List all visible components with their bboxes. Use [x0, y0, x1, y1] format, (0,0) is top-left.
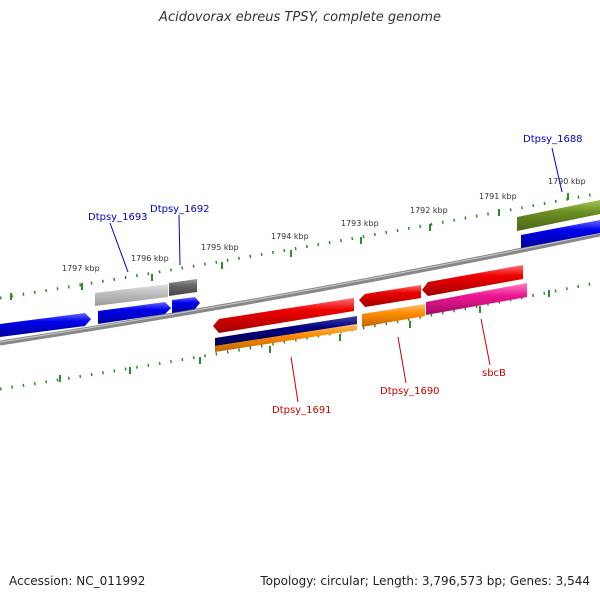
forward-gene-arrow[interactable] [172, 297, 200, 313]
major-ticks [10, 193, 569, 382]
scale-labels: 1797 kbp 1796 kbp 1795 kbp 1794 kbp 1793… [62, 177, 586, 273]
scale-label: 1792 kbp [410, 206, 448, 215]
reverse-cds-dtpsy-1690[interactable] [362, 304, 425, 327]
scale-label: 1794 kbp [271, 232, 309, 241]
leader-line-dtpsy-1692 [178, 214, 181, 266]
scale-label: 1795 kbp [201, 243, 239, 252]
forward-cds-dtpsy-1692[interactable] [169, 279, 197, 296]
scale-label: 1790 kbp [548, 177, 586, 186]
accession-text: Accession: NC_011992 [9, 574, 146, 588]
outer-scale-track [0, 191, 600, 300]
genome-backbone-highlight [0, 232, 600, 343]
leader-line-dtpsy-1688 [551, 147, 563, 193]
leader-line-dtpsy-1690 [397, 336, 407, 384]
scale-label: 1791 kbp [479, 192, 517, 201]
scale-label: 1793 kbp [341, 219, 379, 228]
forward-cds-dtpsy-1688[interactable] [517, 200, 600, 231]
reverse-gene-arrow[interactable] [359, 285, 421, 307]
gene-label-dtpsy-1690[interactable]: Dtpsy_1690 [380, 386, 440, 397]
forward-gene-arrow[interactable] [98, 302, 171, 324]
gene-label-dtpsy-1693[interactable]: Dtpsy_1693 [88, 212, 148, 223]
forward-gene-arrow[interactable] [0, 313, 91, 337]
genome-backbone [0, 231, 600, 346]
genome-summary-text: Topology: circular; Length: 3,796,573 bp… [260, 574, 590, 588]
scale-label: 1797 kbp [62, 264, 100, 273]
gene-label-dtpsy-1688[interactable]: Dtpsy_1688 [523, 134, 583, 145]
gene-label-sbcb[interactable]: sbcB [482, 368, 506, 379]
gene-label-dtpsy-1691[interactable]: Dtpsy_1691 [272, 405, 332, 416]
reverse-gene-arrow[interactable] [422, 265, 523, 296]
map-title: Acidovorax ebreus TPSY, complete genome [159, 10, 441, 25]
forward-gene-arrow[interactable] [521, 220, 600, 248]
leader-line-dtpsy-1693 [109, 222, 129, 273]
reverse-cds-dtpsy-1691[interactable] [215, 316, 357, 346]
reverse-gene-dtpsy-1691[interactable] [213, 298, 354, 333]
gene-label-dtpsy-1692[interactable]: Dtpsy_1692 [150, 204, 210, 215]
leader-line-dtpsy-1691 [290, 356, 299, 403]
reverse-cds-sbcb[interactable] [426, 283, 527, 315]
leader-line-sbcb [480, 318, 491, 366]
reverse-cds-dtpsy-1691-b[interactable] [215, 324, 357, 352]
forward-cds-dtpsy-1693[interactable] [95, 284, 168, 306]
scale-label: 1796 kbp [131, 254, 169, 263]
